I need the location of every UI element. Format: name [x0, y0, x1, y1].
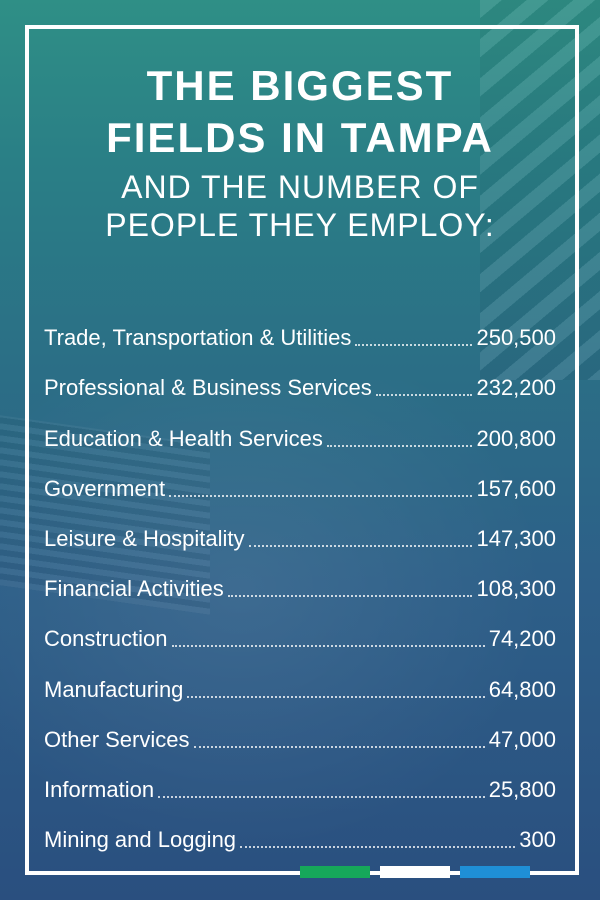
list-item: Information 25,800	[44, 757, 556, 807]
value-label: 300	[519, 827, 556, 853]
background-photo-stripes	[480, 0, 600, 380]
category-label: Professional & Business Services	[44, 375, 372, 401]
list-item: Other Services 47,000	[44, 707, 556, 757]
value-label: 250,500	[476, 325, 556, 351]
category-label: Manufacturing	[44, 676, 184, 702]
dotted-leader	[375, 394, 473, 397]
value-label: 64,800	[488, 676, 556, 702]
category-label: Leisure & Hospitality	[44, 525, 245, 551]
list-item: Leisure & Hospitality 147,300	[44, 506, 556, 556]
list-item: Mining and Logging 300	[44, 807, 556, 857]
dotted-leader	[171, 645, 485, 648]
value-label: 47,000	[488, 726, 556, 752]
list-item: Manufacturing 64,800	[44, 656, 556, 706]
list-item: Construction 74,200	[44, 606, 556, 656]
subtitle-line-1: AND THE NUMBER OF	[121, 169, 479, 205]
value-label: 232,200	[476, 375, 556, 401]
category-label: Financial Activities	[44, 576, 224, 602]
title-line-2: FIELDS IN TAMPA	[106, 114, 494, 161]
value-label: 200,800	[476, 425, 556, 451]
title-line-1: THE BIGGEST	[146, 62, 454, 109]
employment-list: Trade, Transportation & Utilities 250,500…	[44, 305, 556, 857]
list-item: Government 157,600	[44, 456, 556, 506]
value-label: 74,200	[488, 626, 556, 652]
dotted-leader	[248, 544, 473, 547]
category-label: Other Services	[44, 726, 190, 752]
accent-bar-white	[380, 866, 450, 878]
value-label: 157,600	[476, 475, 556, 501]
subtitle-line-2: PEOPLE THEY EMPLOY:	[105, 207, 495, 243]
dotted-leader	[193, 745, 485, 748]
dotted-leader	[227, 595, 473, 598]
category-label: Mining and Logging	[44, 827, 237, 853]
accent-bar-green	[300, 866, 370, 878]
accent-bar-blue	[460, 866, 530, 878]
value-label: 108,300	[476, 576, 556, 602]
dotted-leader	[158, 795, 485, 798]
background-photo-shade	[0, 380, 600, 900]
category-label: Construction	[44, 626, 168, 652]
page-title: THE BIGGEST FIELDS IN TAMPA	[0, 60, 600, 164]
list-item: Financial Activities 108,300	[44, 556, 556, 606]
accent-bars	[300, 866, 540, 878]
dotted-leader	[326, 444, 473, 447]
category-label: Information	[44, 776, 155, 802]
dotted-leader	[355, 344, 473, 347]
value-label: 147,300	[476, 525, 556, 551]
category-label: Trade, Transportation & Utilities	[44, 325, 352, 351]
dotted-leader	[187, 695, 485, 698]
value-label: 25,800	[488, 776, 556, 802]
page-subtitle: AND THE NUMBER OF PEOPLE THEY EMPLOY:	[0, 168, 600, 244]
category-label: Government	[44, 475, 166, 501]
category-label: Education & Health Services	[44, 425, 323, 451]
dotted-leader	[240, 846, 516, 849]
list-item: Professional & Business Services 232,200	[44, 355, 556, 405]
dotted-leader	[169, 494, 473, 497]
list-item: Education & Health Services 200,800	[44, 405, 556, 455]
list-item: Trade, Transportation & Utilities 250,500	[44, 305, 556, 355]
